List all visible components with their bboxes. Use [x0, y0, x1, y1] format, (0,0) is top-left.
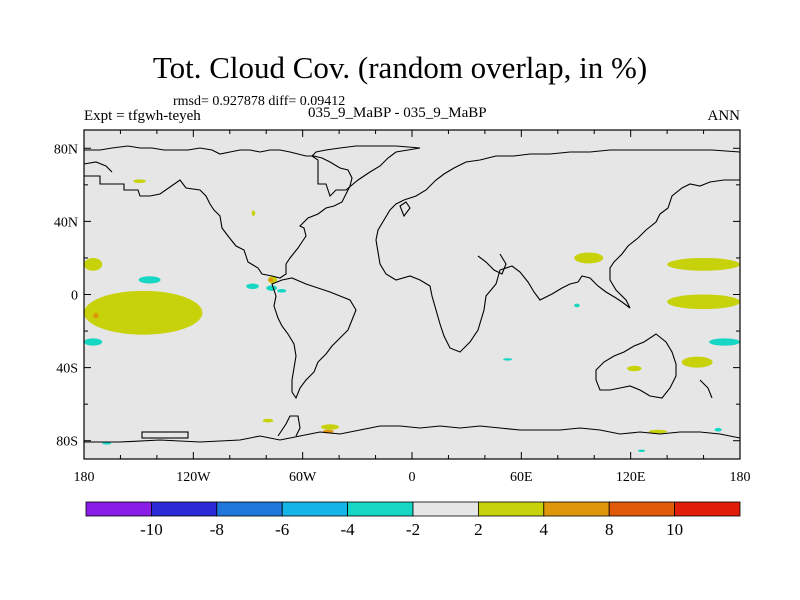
- anomaly-region-16: [138, 276, 161, 284]
- anomaly-region-25: [714, 427, 722, 432]
- coastline-australia: [595, 333, 677, 399]
- coastline-antarctic-peninsula: [277, 415, 301, 437]
- coastline-layer: [84, 145, 740, 443]
- anomaly-region-4: [93, 312, 99, 319]
- anomaly-region-10: [574, 252, 604, 264]
- anomaly-region-11: [667, 257, 740, 271]
- ice-shelf: [141, 431, 189, 439]
- coastline-greenland: [311, 145, 421, 198]
- coastline-uk: [399, 201, 411, 218]
- anomaly-region-13: [681, 356, 713, 368]
- colorbar-label-5: 2: [474, 520, 483, 539]
- anomaly-region-6: [320, 424, 340, 430]
- x-tick-label-5: 120E: [616, 470, 646, 485]
- season-label: ANN: [707, 108, 741, 124]
- case-label: 035_9_MaBP - 035_9_MaBP: [308, 105, 487, 121]
- colorbar-label-2: -6: [275, 520, 289, 539]
- anomaly-region-20: [277, 289, 287, 293]
- coastline-alaska-tip: [84, 161, 113, 173]
- anomaly-region-12: [667, 294, 740, 310]
- anomaly-region-22: [503, 358, 513, 361]
- colorbar-label-0: -10: [140, 520, 163, 539]
- x-tick-label-3: 0: [409, 470, 416, 485]
- anomaly-region-17: [84, 338, 103, 346]
- anomaly-layer: [84, 179, 740, 452]
- colorbar-swatch-7: [543, 501, 610, 517]
- colorbar-label-1: -8: [210, 520, 224, 539]
- colorbar-swatch-2: [216, 501, 283, 517]
- colorbar-swatch-8: [608, 501, 676, 517]
- anomaly-region-2: [133, 179, 146, 184]
- colorbar-label-7: 8: [605, 520, 614, 539]
- y-tick-label-3: 40S: [56, 362, 78, 377]
- chart-title: Tot. Cloud Cov. (random overlap, in %): [152, 50, 648, 85]
- anomaly-region-5: [268, 278, 274, 282]
- colorbar: -10 -8 -6 -4 -2 2 4 8 10: [85, 501, 741, 539]
- map-background: [84, 130, 740, 459]
- y-tick-label-1: 40N: [54, 215, 78, 230]
- y-tick-label-0: 80N: [54, 142, 78, 157]
- x-tick-label-2: 60W: [289, 470, 317, 485]
- colorbar-label-6: 4: [540, 520, 549, 539]
- anomaly-region-0: [84, 257, 103, 271]
- x-tick-label-1: 120W: [176, 470, 211, 485]
- anomaly-region-19: [266, 285, 278, 291]
- anomaly-region-9: [251, 210, 256, 216]
- colorbar-swatch-1: [150, 501, 218, 517]
- axis-ticks: 180 120W 60W 0 60E 120E 180 80N 40N 0 40S 80S: [54, 130, 751, 485]
- y-tick-label-4: 80S: [56, 435, 78, 450]
- coastline-eurasia-africa: [375, 149, 740, 353]
- colorbar-label-4: -2: [406, 520, 420, 539]
- coastline-south-america: [271, 277, 357, 400]
- colorbar-swatch-0: [85, 501, 152, 517]
- coastline-arabia: [477, 253, 507, 275]
- x-tick-label-6: 180: [730, 470, 751, 485]
- colorbar-swatch-6: [477, 501, 545, 517]
- colorbar-swatch-5: [412, 501, 479, 517]
- x-tick-label-0: 180: [74, 470, 95, 485]
- colorbar-label-8: 10: [666, 520, 683, 539]
- anomaly-region-15: [627, 365, 642, 372]
- anomaly-region-8: [262, 418, 274, 423]
- coastline-new-zealand: [699, 379, 713, 399]
- colorbar-label-3: -4: [341, 520, 356, 539]
- stats-label: rmsd= 0.927878 diff= 0.09412: [173, 94, 346, 109]
- coastline-antarctica: [84, 425, 740, 443]
- anomaly-region-21: [709, 338, 740, 346]
- anomaly-region-26: [574, 303, 580, 308]
- anomaly-region-24: [637, 449, 646, 452]
- colorbar-swatch-4: [347, 501, 414, 517]
- anomaly-region-18: [246, 283, 259, 290]
- experiment-label: Expt = tfgwh-teyeh: [84, 108, 201, 124]
- colorbar-swatch-3: [281, 501, 349, 517]
- anomaly-region-1: [84, 290, 203, 335]
- colorbar-swatch-9: [674, 501, 741, 517]
- x-tick-label-4: 60E: [510, 470, 533, 485]
- coastline-north-america: [84, 145, 353, 279]
- anomaly-region-14: [648, 429, 668, 434]
- y-tick-label-2: 0: [71, 289, 78, 304]
- anomaly-region-23: [102, 442, 112, 445]
